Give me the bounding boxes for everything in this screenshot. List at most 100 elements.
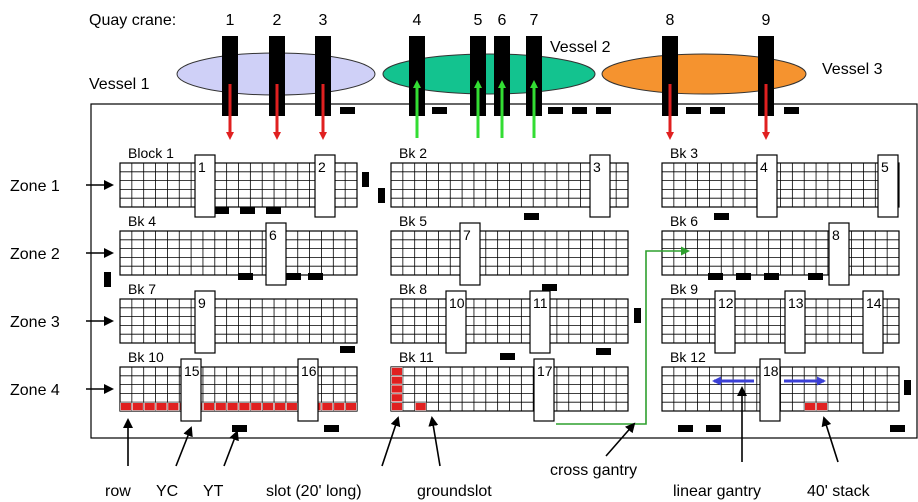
yard-truck xyxy=(904,380,911,395)
zone-label: Zone 3 xyxy=(10,314,60,331)
quay-crane-number: 6 xyxy=(498,12,507,29)
legend-40ft-stack: 40' stack xyxy=(807,483,871,500)
yard-block: Bk 5 xyxy=(390,213,629,276)
yard-truck xyxy=(500,353,515,360)
row-slot xyxy=(203,402,215,411)
quay-crane xyxy=(494,36,510,116)
yard-crane-body xyxy=(445,290,467,354)
yard-crane: 2 xyxy=(314,154,336,218)
legend-yc: YC xyxy=(156,483,178,500)
yard-truck xyxy=(890,425,905,432)
legend-pointers xyxy=(123,386,839,467)
column-slot xyxy=(391,402,403,411)
block-label: Bk 12 xyxy=(670,349,706,365)
yard-crane-number: 17 xyxy=(537,363,553,379)
yard-crane: 5 xyxy=(877,154,899,218)
quay-crane-label: Quay crane: xyxy=(89,12,176,29)
slot-pointer xyxy=(381,416,401,467)
yard-truck xyxy=(548,107,563,114)
row-slot xyxy=(333,402,345,411)
yard-crane: 9 xyxy=(194,290,216,354)
yard-crane: 10 xyxy=(445,290,467,354)
yard-truck xyxy=(286,273,301,280)
yc-pointer xyxy=(175,426,193,467)
yard-crane-number: 13 xyxy=(788,295,804,311)
yard-crane-number: 7 xyxy=(463,227,471,243)
yard-truck xyxy=(706,425,721,432)
row-slot xyxy=(132,402,144,411)
block-label: Bk 10 xyxy=(128,349,164,365)
yard-block: Bk 4 xyxy=(119,213,358,276)
yard-crane-body xyxy=(759,358,781,422)
legend-row: row xyxy=(105,483,131,500)
quay-crane xyxy=(526,36,542,116)
quay-crane xyxy=(470,36,486,116)
yard-truck xyxy=(340,346,355,353)
row-slot xyxy=(143,402,156,411)
yard-crane-body xyxy=(194,154,216,218)
yard-crane-number: 3 xyxy=(593,159,601,175)
quay-crane-number: 3 xyxy=(319,12,328,29)
yard-crane: 18 xyxy=(759,358,781,422)
yard-truck xyxy=(542,284,557,291)
yard-truck xyxy=(736,273,751,280)
yard-truck xyxy=(524,213,539,220)
quay-crane-number: 7 xyxy=(530,12,539,29)
yard-truck xyxy=(678,425,693,432)
yard-crane: 6 xyxy=(265,222,287,286)
quay-crane-number: 5 xyxy=(474,12,483,29)
quay-crane-number: 8 xyxy=(666,12,675,29)
cross-gantry-path xyxy=(556,246,690,425)
yard-crane-body xyxy=(714,290,736,354)
yard-truck xyxy=(378,188,385,203)
row-slot xyxy=(155,402,168,411)
yard-crane: 7 xyxy=(459,222,481,286)
row-slot xyxy=(215,402,227,411)
block-label: Bk 11 xyxy=(399,349,434,365)
vessel-3-hull xyxy=(601,53,807,95)
yard-truck xyxy=(634,308,641,323)
yard-crane-number: 5 xyxy=(881,159,889,175)
yard-truck xyxy=(432,107,447,114)
quay-crane xyxy=(222,36,238,116)
vessel-1-label: Vessel 1 xyxy=(89,76,150,93)
quay-crane-number: 2 xyxy=(273,12,282,29)
yard-crane-number: 11 xyxy=(533,295,548,311)
yard-block: Bk 8 xyxy=(390,281,629,344)
yard-crane-number: 8 xyxy=(832,227,840,243)
yard-crane-number: 14 xyxy=(866,295,882,311)
yard-crane-number: 10 xyxy=(449,295,465,311)
row-slot xyxy=(238,402,251,411)
yard-truck xyxy=(324,425,339,432)
yard-trucks xyxy=(104,107,911,432)
yard-truck xyxy=(308,273,323,280)
yard-crane: 14 xyxy=(862,290,884,354)
yard-truck xyxy=(362,172,369,187)
yard-crane-number: 6 xyxy=(269,227,277,243)
stack40-cell xyxy=(804,402,816,411)
quay-crane-number: 4 xyxy=(413,12,422,29)
yard-truck xyxy=(266,207,281,214)
block-label: Block 1 xyxy=(128,145,174,161)
yard-truck xyxy=(708,273,723,280)
yard-crane-body xyxy=(314,154,336,218)
column-slot xyxy=(391,384,403,394)
row-slot xyxy=(120,402,132,411)
yard-crane: 12 xyxy=(714,290,736,354)
row-slot xyxy=(226,402,239,411)
yard-crane-number: 2 xyxy=(318,159,326,175)
stack40-cell xyxy=(816,402,828,411)
yard-crane-body xyxy=(862,290,884,354)
yard-crane-number: 4 xyxy=(760,159,768,175)
yard-truck xyxy=(572,107,587,114)
block-label: Bk 2 xyxy=(399,145,427,161)
zone-labels: Zone 1 Zone 2 Zone 3 Zone 4 xyxy=(10,178,114,399)
zone-label: Zone 1 xyxy=(10,178,60,195)
yard-crane: 1 xyxy=(194,154,216,218)
yard-crane-body xyxy=(194,290,216,354)
yard-truck xyxy=(714,213,729,220)
yard-crane-number: 15 xyxy=(184,363,200,379)
yard-crane-body xyxy=(180,358,202,422)
block-label: Bk 6 xyxy=(670,213,698,229)
yard-crane-number: 9 xyxy=(198,295,206,311)
